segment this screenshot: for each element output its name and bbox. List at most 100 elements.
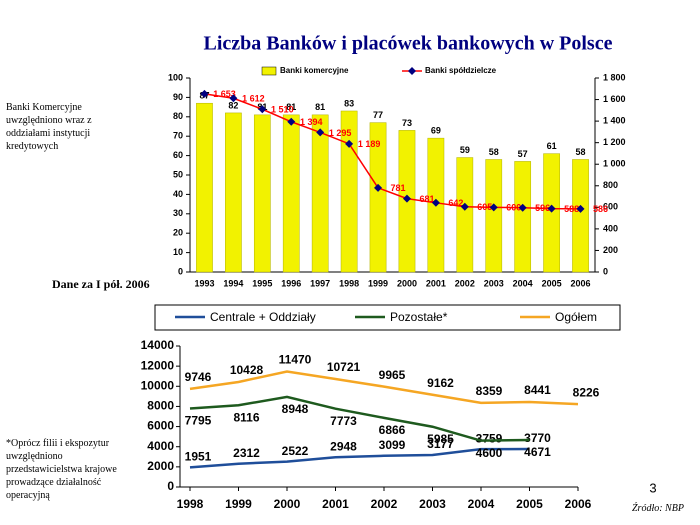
data-label: 7773 [330,414,357,428]
y2-tick-label: 400 [603,223,618,233]
data-label: 9162 [427,376,454,390]
marker [547,204,556,213]
data-label: 4600 [476,446,503,460]
line-value-label: 605 [477,202,492,212]
x-tick-label: 1997 [310,278,330,288]
x-tick-label: 2004 [468,497,495,511]
legend-swatch [261,66,277,76]
x-tick-label: 2002 [371,497,398,511]
data-label: 2948 [330,439,357,453]
marker [460,202,469,211]
line [189,370,579,406]
y2-tick-label: 0 [603,266,608,276]
x-tick-label: 2004 [513,278,533,288]
x-tick-label: 1999 [225,497,252,511]
data-label: 8226 [573,385,600,399]
bar [456,157,474,273]
bar [514,161,532,273]
y-tick-label: 6000 [147,419,174,433]
data-label: 10721 [327,360,361,374]
bar [196,102,213,273]
legend-label: Ogółem [555,310,597,324]
x-tick-label: 2005 [516,497,543,511]
y-tick-label: 90 [173,92,183,102]
y2-tick-label: 1 800 [603,72,626,82]
y-tick-label: 20 [173,228,183,238]
x-tick-label: 2002 [455,278,475,288]
bar [485,159,503,273]
x-tick-label: 2005 [542,278,562,288]
line [189,447,530,469]
line-value-label: 1 510 [271,105,294,115]
y2-tick-label: 200 [603,245,618,255]
bar-value-label: 58 [576,147,586,157]
data-label: 5985 [427,432,454,446]
bar-value-label: 69 [431,126,441,136]
data-label: 8948 [282,402,309,416]
y-tick-label: 70 [173,131,183,141]
y-tick-label: 12000 [141,358,175,372]
legend-label: Banki spółdzielcze [425,66,497,75]
line-value-label: 781 [391,183,406,193]
x-tick-label: 2000 [397,278,417,288]
bar-value-label: 81 [315,102,325,112]
x-tick-label: 1998 [339,278,359,288]
x-tick-label: 1998 [177,497,204,511]
page-number: 3 [649,480,656,495]
x-tick-label: 1993 [194,278,214,288]
bar [253,114,271,273]
bar-value-label: 81 [286,102,296,112]
y-tick-label: 100 [168,72,183,82]
y-tick-label: 40 [173,189,183,199]
line-value-label: 681 [419,194,434,204]
y-tick-label: 8000 [147,399,174,413]
bar-value-label: 57 [518,149,528,159]
x-tick-label: 1995 [252,278,272,288]
line [189,395,530,442]
bar-value-label: 77 [373,110,383,120]
line-value-label: 1 189 [358,139,381,149]
legend-marker [408,67,416,75]
data-label: 3759 [476,431,503,445]
marker [345,139,354,148]
data-label: 10428 [230,363,264,377]
data-label: 8116 [233,410,259,424]
line-value-label: 588 [564,204,579,214]
y-tick-label: 60 [173,150,183,160]
bar [282,114,300,273]
bar-value-label: 61 [547,141,557,151]
x-tick-label: 2006 [565,497,592,511]
marker [402,194,411,203]
data-label: 9965 [379,368,406,382]
line-value-label: 642 [448,198,463,208]
y-tick-label: 30 [173,208,183,218]
y-tick-label: 14000 [141,338,175,352]
y2-tick-label: 1 600 [603,94,626,104]
data-label: 11470 [279,353,312,367]
data-label: 2522 [282,444,309,458]
line-value-label: 1 295 [329,128,352,138]
line-value-label: 1 394 [300,117,323,127]
bar [225,112,242,273]
marker [374,183,383,192]
bar [543,153,560,273]
data-label: 8441 [524,383,551,397]
data-label: 1951 [185,450,212,464]
line-value-label: 1 612 [242,94,265,104]
data-label: 8359 [476,384,503,398]
marker [287,117,296,126]
data-label: 2312 [233,446,260,460]
marker [518,203,527,212]
y2-tick-label: 1 400 [603,115,626,125]
y-tick-label: 10 [173,247,183,257]
marker [229,94,238,103]
bar-value-label: 73 [402,118,412,128]
note-period: Dane za I pół. 2006 [52,277,150,291]
line [204,93,581,210]
marker [200,89,209,98]
data-label: 6866 [379,423,406,437]
bar [572,159,589,273]
marker [489,203,498,212]
bar-value-label: 83 [344,98,354,108]
